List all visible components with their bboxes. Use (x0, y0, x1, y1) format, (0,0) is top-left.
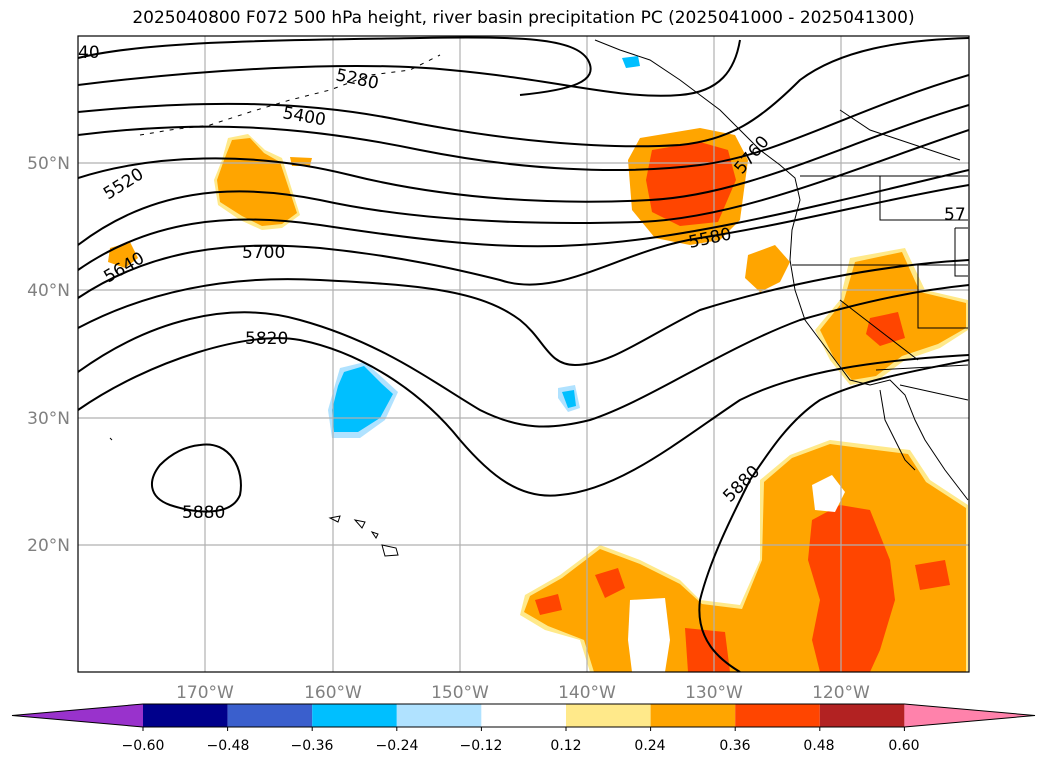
coastline-islet (109, 437, 113, 441)
precip-gap-mexico (812, 475, 845, 512)
lat-label-20N: 20°N (27, 536, 70, 556)
precip-area-oregon (745, 245, 790, 292)
border-state-nv-az (917, 265, 968, 329)
contour-label: 57 (944, 205, 966, 225)
precip-area-red-far-west (535, 594, 562, 615)
precip-negative-small (562, 390, 576, 408)
border-state-wy (954, 227, 968, 277)
colorbar-segment (735, 704, 820, 727)
precip-area-california-red (866, 312, 905, 346)
contour-5880-closed (151, 443, 242, 513)
lon-label-170W: 170°W (176, 683, 234, 703)
height-contours (78, 36, 969, 672)
colorbar-tick-label: −0.48 (207, 738, 250, 754)
figure-title: 2025040800 F072 500 hPa height, river ba… (132, 8, 915, 28)
colorbar-tick-label: −0.36 (291, 738, 334, 754)
contour-5400-b (78, 37, 969, 148)
colorbar-segment (12, 704, 143, 727)
coastline-aleutians (139, 54, 441, 136)
contour-5580 (78, 104, 969, 203)
precip-area-red-south (685, 628, 730, 672)
colorbar-segment (904, 704, 1035, 727)
contour-5400-a (78, 39, 741, 97)
contour-label: 5880 (182, 503, 225, 523)
colorbar-segment (396, 704, 482, 727)
precip-gap-south (628, 598, 670, 672)
colorbar-segment (650, 704, 736, 727)
lon-label-140W: 140°W (558, 683, 616, 703)
precip-area-red-east (915, 560, 950, 590)
contour-label: 5700 (242, 243, 285, 263)
map-border (77, 35, 970, 673)
colorbar-tick-label: 0.60 (888, 738, 919, 754)
longitude-axis: 170°W 160°W 150°W 140°W 130°W 120°W (176, 683, 870, 703)
colorbar-tick-label: −0.60 (122, 738, 165, 754)
coastline-hawaii (328, 515, 399, 557)
colorbar-segment (227, 704, 313, 727)
lat-label-30N: 30°N (27, 409, 70, 429)
colorbar-tick-label: 0.12 (550, 738, 581, 754)
precip-area-red-west (595, 568, 625, 598)
lon-label-160W: 160°W (304, 683, 362, 703)
colorbar-segment (143, 704, 228, 727)
colorbar-tick-label: 0.48 (803, 738, 834, 754)
colorbar-segments (11, 703, 1036, 731)
contour-5820 (78, 284, 969, 428)
contour-label: 40 (78, 43, 100, 63)
coastline-baja (879, 389, 916, 471)
colorbar-ticks: −0.60 −0.48 −0.36 −0.24 −0.12 0.12 0.24 … (122, 738, 920, 754)
contour-5280 (78, 36, 592, 96)
coastline-north-america (594, 39, 969, 501)
contour-5760 (78, 184, 969, 299)
contour-5800 (78, 259, 969, 367)
precip-area-aleutian-orange (217, 138, 297, 226)
colorbar-segment (566, 704, 651, 727)
border-state-ca-nv (839, 299, 919, 361)
colorbar-tick-label: −0.24 (376, 738, 419, 754)
contour-5880-open (698, 359, 969, 672)
graticule (78, 36, 969, 672)
precip-negative-hawaii (332, 366, 393, 432)
colorbar-tick-label: 0.24 (634, 738, 665, 754)
contour-5640 (78, 129, 969, 246)
lat-label-50N: 50°N (27, 154, 70, 174)
latitude-axis: 50°N 40°N 30°N 20°N (27, 154, 70, 556)
lon-label-150W: 150°W (431, 683, 489, 703)
lat-label-40N: 40°N (27, 281, 70, 301)
border-canada (839, 109, 961, 161)
contour-5520 (78, 74, 969, 171)
colorbar-segment (819, 704, 905, 727)
lon-label-130W: 130°W (685, 683, 743, 703)
contour-label: 5820 (245, 329, 288, 349)
coastlines (109, 39, 969, 557)
lon-label-120W: 120°W (812, 683, 870, 703)
contour-5860 (78, 337, 969, 497)
colorbar: −0.60 −0.48 −0.36 −0.24 −0.12 0.12 0.24 … (11, 703, 1036, 754)
border-us-mexico (875, 364, 969, 401)
contour-5700 (78, 169, 969, 271)
colorbar-tick-label: 0.36 (719, 738, 750, 754)
precip-area-mexico-red (808, 505, 895, 672)
colorbar-segment (481, 704, 566, 727)
colorbar-tick-label: −0.12 (460, 738, 503, 754)
colorbar-segment (312, 704, 397, 727)
precip-negative-alaska (622, 56, 640, 68)
